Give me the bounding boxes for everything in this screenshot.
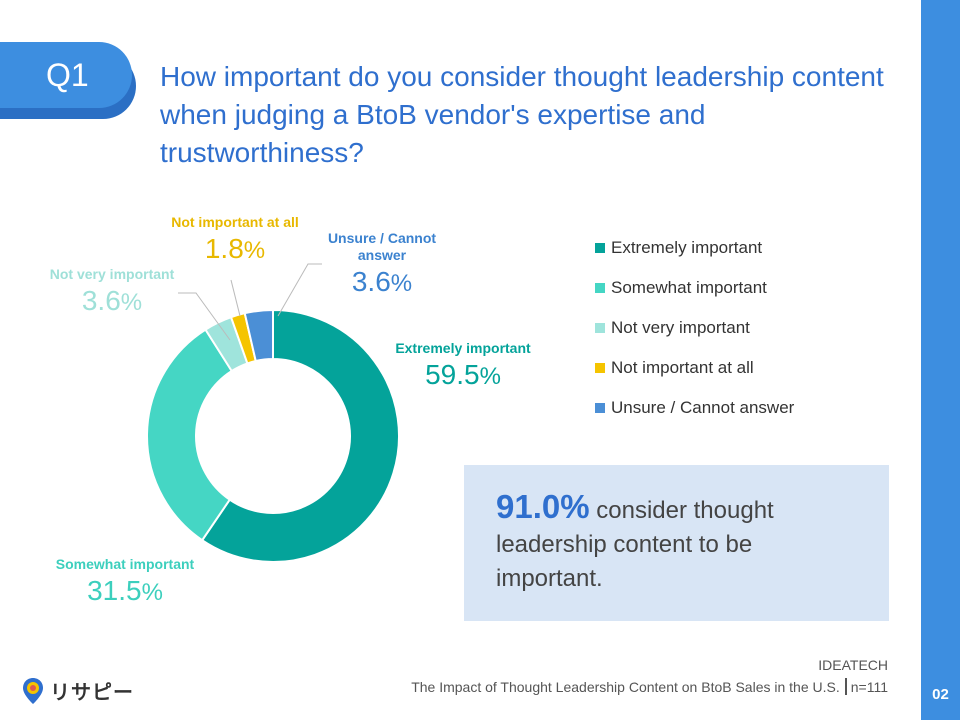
slice-label-value: 31.5% xyxy=(87,575,163,606)
page-number: 02 xyxy=(932,686,949,703)
summary-text: 91.0% consider thought leadership conten… xyxy=(496,490,856,596)
slice-label-somewhat-important: Somewhat important 31.5% xyxy=(50,556,200,611)
source-title: The Impact of Thought Leadership Content… xyxy=(411,679,840,695)
legend-swatch xyxy=(595,323,605,333)
legend-label: Unsure / Cannot answer xyxy=(611,398,795,417)
legend-item: Not very important xyxy=(595,308,794,348)
legend-swatch xyxy=(595,363,605,373)
source-separator xyxy=(844,678,847,695)
summary-box xyxy=(464,465,889,621)
slice-label-not-very-important: Not very important 3.6% xyxy=(42,266,182,321)
legend-swatch xyxy=(595,243,605,253)
slice-label-name-line2: answer xyxy=(357,247,407,263)
slice-label-not-important-at-all: Not important at all 1.8% xyxy=(165,214,305,269)
slice-label-name: Not very important xyxy=(49,266,175,282)
slice-extremely-important xyxy=(200,308,400,563)
summary-percent: 91.0% xyxy=(496,488,590,525)
question-tag: Q1 xyxy=(0,42,132,108)
slice-label-name-line1: Unsure / Cannot xyxy=(327,230,437,246)
right-accent-band xyxy=(921,0,960,720)
sample-size: n=111 xyxy=(850,679,888,695)
location-pin-icon xyxy=(23,677,43,704)
source-org: IDEATECH xyxy=(818,657,888,673)
slice-label-value: 59.5% xyxy=(425,359,501,390)
legend-item: Not important at all xyxy=(595,348,794,388)
slice-label-name: Not important at all xyxy=(171,214,299,230)
legend-label: Extremely important xyxy=(611,238,763,257)
chart-legend: Extremely important Somewhat important N… xyxy=(595,228,794,428)
legend-item: Extremely important xyxy=(595,228,794,268)
slice-unsure xyxy=(243,308,274,363)
question-title: How important do you consider thought le… xyxy=(160,61,884,168)
slice-label-value: 1.8% xyxy=(204,233,266,264)
source-line: The Impact of Thought Leadership Content… xyxy=(411,678,888,695)
leader-line-unsure xyxy=(277,263,322,317)
slice-label-name: Extremely important xyxy=(395,340,531,356)
slice-label-name: Somewhat important xyxy=(55,556,195,572)
legend-label: Not important at all xyxy=(611,358,754,377)
logo-text: リサピー xyxy=(50,682,134,704)
summary-caption: consider thought leadership content to b… xyxy=(496,497,774,592)
legend-label: Not very important xyxy=(611,318,750,337)
slice-label-unsure: Unsure / Cannot answer 3.6% xyxy=(312,230,452,302)
legend-item: Somewhat important xyxy=(595,268,794,308)
slice-label-value: 3.6% xyxy=(81,285,143,316)
legend-swatch xyxy=(595,403,605,413)
legend-item: Unsure / Cannot answer xyxy=(595,388,794,428)
legend-swatch xyxy=(595,283,605,293)
logo: リサピー xyxy=(22,676,134,705)
slice-somewhat-important xyxy=(146,328,234,542)
slice-label-extremely-important: Extremely important 59.5% xyxy=(388,340,538,395)
leader-line-not-important-at-all xyxy=(230,279,241,317)
slice-label-value: 3.6% xyxy=(351,266,413,297)
leader-line-not-very-important xyxy=(178,292,231,341)
legend-label: Somewhat important xyxy=(611,278,767,297)
